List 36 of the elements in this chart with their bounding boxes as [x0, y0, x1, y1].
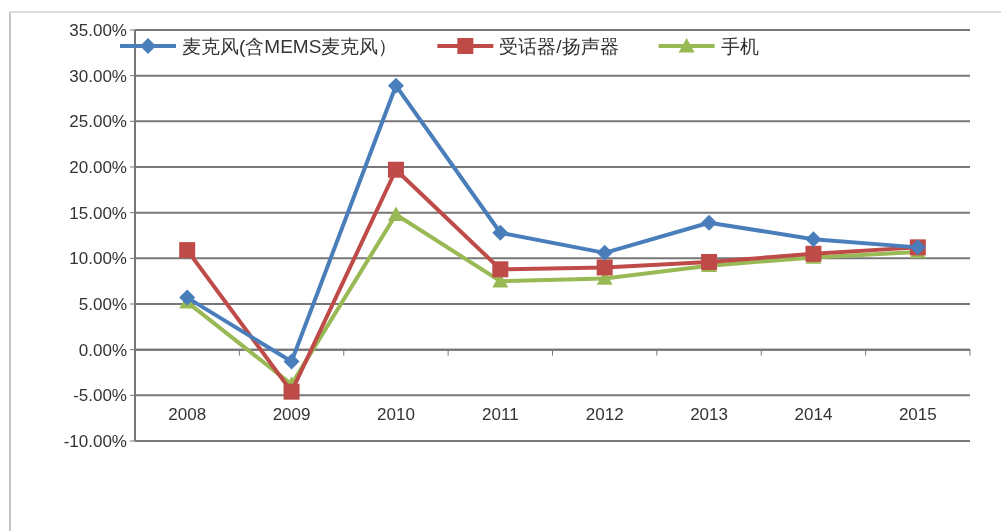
y-tick-label: 30.00% [69, 66, 127, 86]
y-tick-label: 0.00% [78, 340, 127, 360]
y-tick-label: 35.00% [69, 21, 127, 40]
x-tick-label: 2013 [690, 404, 728, 424]
point [179, 242, 196, 259]
point [805, 231, 822, 248]
x-tick-label: 2014 [794, 404, 833, 424]
y-tick-label: 20.00% [69, 158, 127, 177]
x-tick-label: 2010 [377, 404, 415, 424]
point [387, 77, 404, 94]
point [179, 289, 196, 306]
legend-label: 受话器/扬声器 [499, 36, 619, 57]
y-tick-label: 5.00% [78, 295, 127, 314]
point [283, 383, 300, 400]
x-tick-label: 2012 [585, 404, 624, 424]
x-tick-label: 2011 [482, 404, 519, 424]
x-tick-label: 2008 [168, 404, 207, 424]
x-tick-label: 2009 [272, 404, 311, 424]
y-tick-label: 15.00% [69, 203, 127, 223]
point [283, 353, 300, 370]
legend-label: 手机 [720, 36, 759, 57]
point [701, 253, 718, 270]
x-tick-label: 2015 [898, 404, 937, 424]
point [387, 161, 404, 178]
point [596, 244, 613, 261]
y-tick-label: -5.00% [73, 386, 127, 406]
point [701, 214, 718, 231]
y-tick-label: 10.00% [69, 249, 127, 269]
legend-label: 麦克风(含MEMS麦克风） [182, 36, 398, 57]
point [596, 259, 613, 276]
point [492, 224, 509, 241]
y-tick-label: 25.00% [69, 112, 127, 132]
point [492, 261, 509, 278]
point [805, 245, 822, 262]
y-tick-label: -10.00% [63, 432, 127, 451]
point [387, 206, 404, 221]
